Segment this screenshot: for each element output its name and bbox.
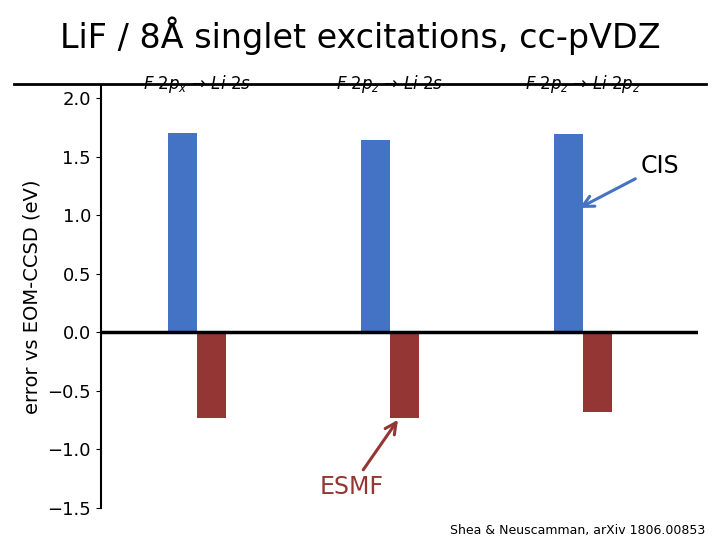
Text: ESMF: ESMF — [320, 423, 396, 499]
Bar — [390, 332, 419, 417]
Y-axis label: error vs EOM-CCSD (eV): error vs EOM-CCSD (eV) — [23, 180, 42, 414]
Text: F $2p_z$ → Li $2p_z$: F $2p_z$ → Li $2p_z$ — [525, 72, 641, 94]
Text: F $2p_x$ → Li $2s$: F $2p_x$ → Li $2s$ — [143, 72, 251, 94]
Text: CIS: CIS — [582, 154, 679, 206]
Bar — [197, 332, 226, 417]
Bar — [361, 140, 390, 332]
Bar — [582, 332, 612, 411]
Text: Shea & Neuscamman, arXiv 1806.00853: Shea & Neuscamman, arXiv 1806.00853 — [450, 524, 706, 537]
Text: LiF / 8Å singlet excitations, cc-pVDZ: LiF / 8Å singlet excitations, cc-pVDZ — [60, 16, 660, 55]
Bar — [168, 133, 197, 332]
Text: F $2p_z$ → Li $2s$: F $2p_z$ → Li $2s$ — [336, 72, 444, 94]
Bar — [554, 134, 582, 332]
